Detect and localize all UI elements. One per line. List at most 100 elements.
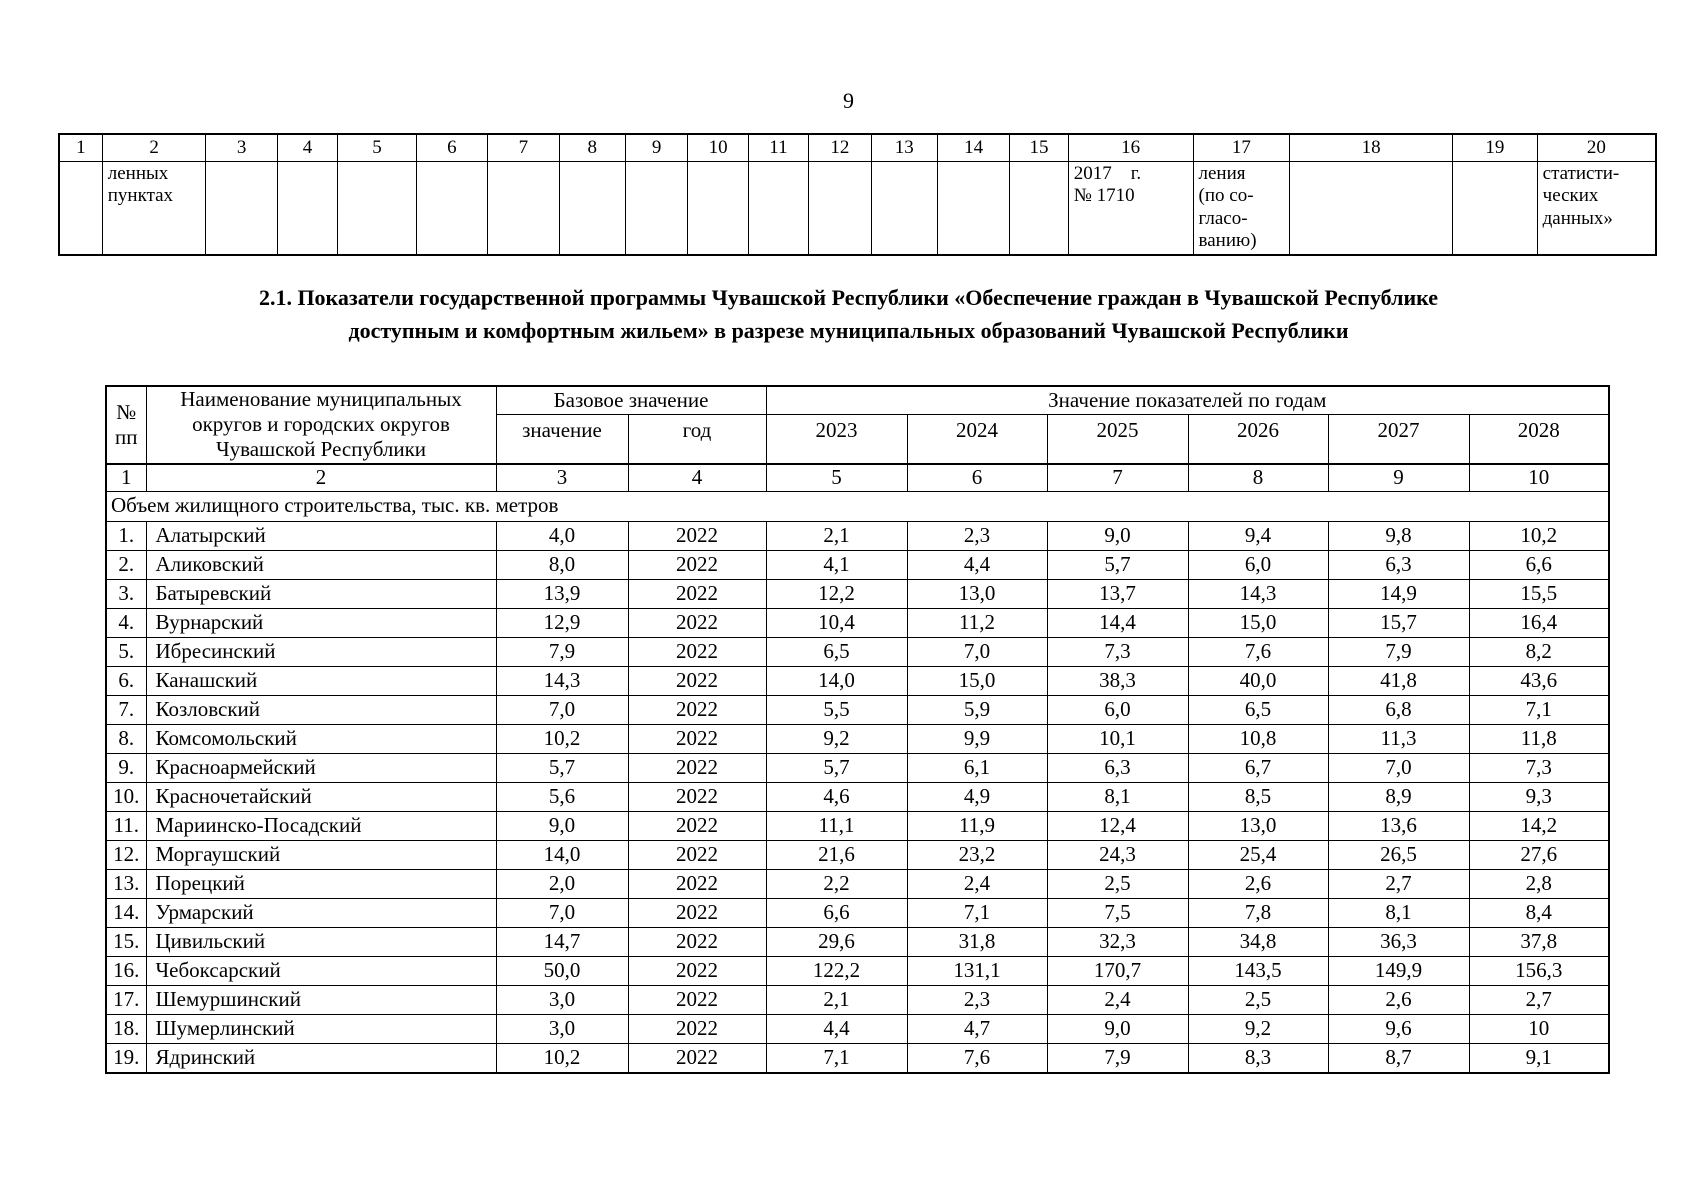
row-number-cell: 3.: [105, 578, 147, 609]
column-number-cell: 3: [495, 462, 629, 492]
value-cell: 7,9: [1327, 636, 1470, 667]
value-cell: 13,0: [906, 578, 1048, 609]
year-header-cell: 2026: [1187, 414, 1329, 465]
value-cell: 12,4: [1046, 810, 1189, 841]
value-cell: 2,4: [906, 868, 1048, 899]
value-cell: 7,1: [765, 1042, 908, 1074]
value-cell: 36,3: [1327, 926, 1470, 957]
value-cell: 170,7: [1046, 955, 1189, 986]
indicators-table: № пп Наименование муниципальных округов …: [105, 385, 1611, 1074]
column-number-cell: 12: [808, 133, 872, 162]
value-cell: 6,1: [906, 752, 1048, 783]
municipality-name-cell: Канашский: [145, 665, 497, 696]
value-cell: 4,1: [765, 549, 908, 580]
column-number-cell: 8: [558, 133, 626, 162]
value-cell: 6,3: [1327, 549, 1470, 580]
value-cell: 2,4: [1046, 984, 1189, 1015]
continuation-body-cell: [936, 161, 1011, 256]
value-cell: 7,5: [1046, 897, 1189, 928]
column-number-cell: 14: [936, 133, 1011, 162]
value-cell: 16,4: [1468, 607, 1610, 638]
value-cell: 13,7: [1046, 578, 1189, 609]
value-cell: 9,2: [1187, 1013, 1329, 1044]
value-cell: 7,0: [1327, 752, 1470, 783]
table-row: 1. Алатырский 4,0 2022 2,1 2,3 9,0 9,4 9,8 10,2: [105, 520, 1610, 551]
continuation-body-cell: статисти- ческих данных»: [1536, 161, 1657, 256]
column-number-cell: 16: [1067, 133, 1194, 162]
row-number-cell: 17.: [105, 984, 147, 1015]
year-header-cell: 2024: [906, 414, 1048, 465]
continuation-body-cell: [808, 161, 872, 256]
row-number-cell: 5.: [105, 636, 147, 667]
column-number-cell: 17: [1192, 133, 1291, 162]
continuation-body-cell: [276, 161, 339, 256]
value-cell: 5,6: [495, 781, 629, 812]
value-cell: 2022: [627, 752, 767, 783]
continuation-body-cell: ленных пунктах: [101, 161, 207, 256]
value-cell: 7,9: [495, 636, 629, 667]
continuation-body-cell: [337, 161, 417, 256]
value-cell: 40,0: [1187, 665, 1329, 696]
value-cell: 2022: [627, 781, 767, 812]
value-cell: 41,8: [1327, 665, 1470, 696]
value-cell: 2022: [627, 926, 767, 957]
row-number-cell: 14.: [105, 897, 147, 928]
row-number-cell: 18.: [105, 1013, 147, 1044]
municipality-name-cell: Красноармейский: [145, 752, 497, 783]
municipality-name-cell: Батыревский: [145, 578, 497, 609]
value-cell: 2,3: [906, 984, 1048, 1015]
table-row: 8. Комсомольский 10,2 2022 9,2 9,9 10,1 10,8 11,…: [105, 723, 1610, 754]
continuation-body-cell: [624, 161, 689, 256]
value-cell: 7,3: [1046, 636, 1189, 667]
value-cell: 10,2: [1468, 520, 1610, 551]
column-number-cell: 11: [747, 133, 810, 162]
value-cell: 5,9: [906, 694, 1048, 725]
value-cell: 2,2: [765, 868, 908, 899]
table-body: 1. Алатырский 4,0 2022 2,1 2,3 9,0 9,4 9,8 10,2 2.…: [105, 520, 1610, 1074]
continuation-body-cell: [1452, 161, 1538, 256]
value-cell: 15,0: [906, 665, 1048, 696]
value-cell: 7,8: [1187, 897, 1329, 928]
municipality-name-cell: Шумерлинский: [145, 1013, 497, 1044]
value-cell: 7,1: [906, 897, 1048, 928]
value-cell: 122,2: [765, 955, 908, 986]
value-cell: 131,1: [906, 955, 1048, 986]
value-cell: 29,6: [765, 926, 908, 957]
header-cell-base-group: Базовое значение: [495, 385, 767, 416]
value-cell: 2022: [627, 578, 767, 609]
value-cell: 6,3: [1046, 752, 1189, 783]
table-row: 6. Канашский 14,3 2022 14,0 15,0 38,3 40,0 41,8 4…: [105, 665, 1610, 696]
column-number-cell: 3: [205, 133, 278, 162]
municipality-name-cell: Аликовский: [145, 549, 497, 580]
value-cell: 2,7: [1468, 984, 1610, 1015]
value-cell: 15,7: [1327, 607, 1470, 638]
value-cell: 5,7: [1046, 549, 1189, 580]
value-cell: 8,0: [495, 549, 629, 580]
value-cell: 13,9: [495, 578, 629, 609]
value-cell: 43,6: [1468, 665, 1610, 696]
value-cell: 14,7: [495, 926, 629, 957]
value-cell: 2,0: [495, 868, 629, 899]
column-number-cell: 1: [58, 133, 103, 162]
value-cell: 2022: [627, 665, 767, 696]
table-row: 17. Шемуршинский 3,0 2022 2,1 2,3 2,4 2,5 2,6 2,7: [105, 984, 1610, 1015]
value-cell: 34,8: [1187, 926, 1329, 957]
value-cell: 11,8: [1468, 723, 1610, 754]
value-cell: 2022: [627, 636, 767, 667]
municipality-name-cell: Урмарский: [145, 897, 497, 928]
value-cell: 21,6: [765, 839, 908, 870]
value-cell: 2,1: [765, 984, 908, 1015]
value-cell: 6,7: [1187, 752, 1329, 783]
value-cell: 2022: [627, 868, 767, 899]
row-number-cell: 10.: [105, 781, 147, 812]
continuation-body-cell: 2017 г. № 1710: [1067, 161, 1194, 256]
value-cell: 12,2: [765, 578, 908, 609]
value-cell: 24,3: [1046, 839, 1189, 870]
value-cell: 14,2: [1468, 810, 1610, 841]
value-cell: 2022: [627, 694, 767, 725]
continuation-body-cell: [558, 161, 626, 256]
value-cell: 10,1: [1046, 723, 1189, 754]
row-number-cell: 12.: [105, 839, 147, 870]
value-cell: 10,8: [1187, 723, 1329, 754]
header-cell-base-year: год: [627, 414, 767, 465]
